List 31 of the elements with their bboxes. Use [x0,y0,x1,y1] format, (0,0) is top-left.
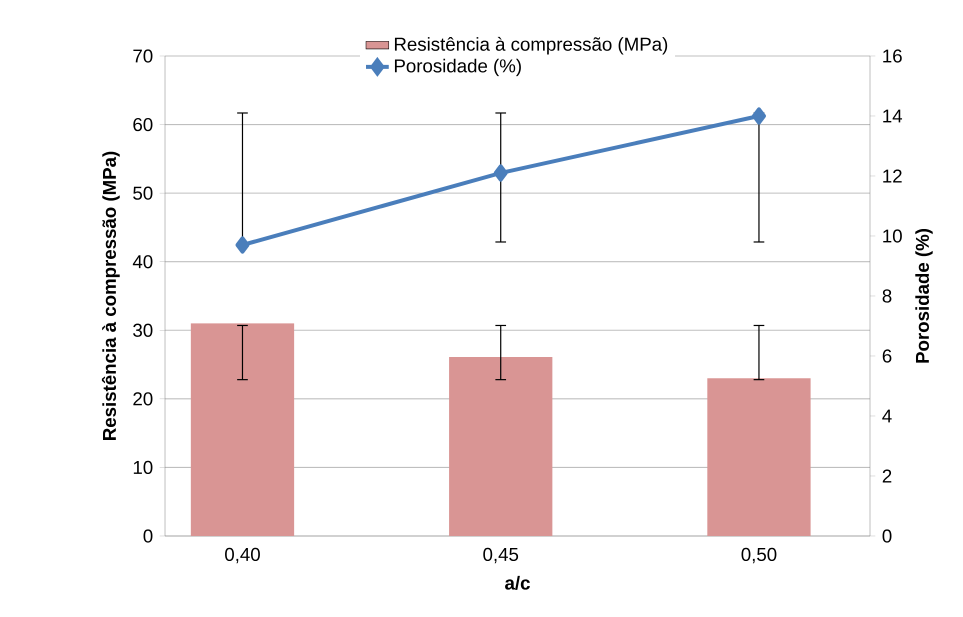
y2-tick-label: 10 [883,229,902,243]
bar [449,357,552,536]
y-tick-label: 70 [133,49,152,63]
y-tick-label: 50 [133,186,152,200]
legend-label: Porosidade (%) [394,58,521,76]
x-axis-title: a/c [505,576,530,590]
y2-tick-label: 8 [882,289,892,303]
x-tick-label: 0,50 [742,548,776,564]
y-tick-label: 0 [144,529,152,543]
y2-tick-label: 6 [882,349,892,363]
y2-tick-label: 14 [883,110,902,122]
bar [707,378,811,536]
x-tick-label: 0,40 [225,548,260,564]
bar [190,323,294,536]
legend-label: Resistência à compressão (MPa) [394,36,668,54]
point [494,164,508,182]
y-tick-label: 10 [134,460,152,474]
y-tick-label: 30 [133,324,152,337]
y2-tick-label: 0 [882,529,892,543]
y2-axis-title: Porosidade (%) [915,228,933,363]
y2-tick-label: 16 [883,49,902,63]
y-tick-label: 60 [133,118,152,132]
y-tick-label: 20 [133,392,152,406]
y-axis-title: Resistência à compressão (MPa) [102,152,120,440]
point [752,107,766,125]
y2-tick-label: 4 [882,410,892,422]
y2-tick-label: 2 [882,469,892,483]
y2-tick-label: 12 [883,169,902,183]
y-tick-label: 40 [132,255,152,268]
x-tick-label: 0,45 [483,548,518,564]
point [235,236,250,254]
